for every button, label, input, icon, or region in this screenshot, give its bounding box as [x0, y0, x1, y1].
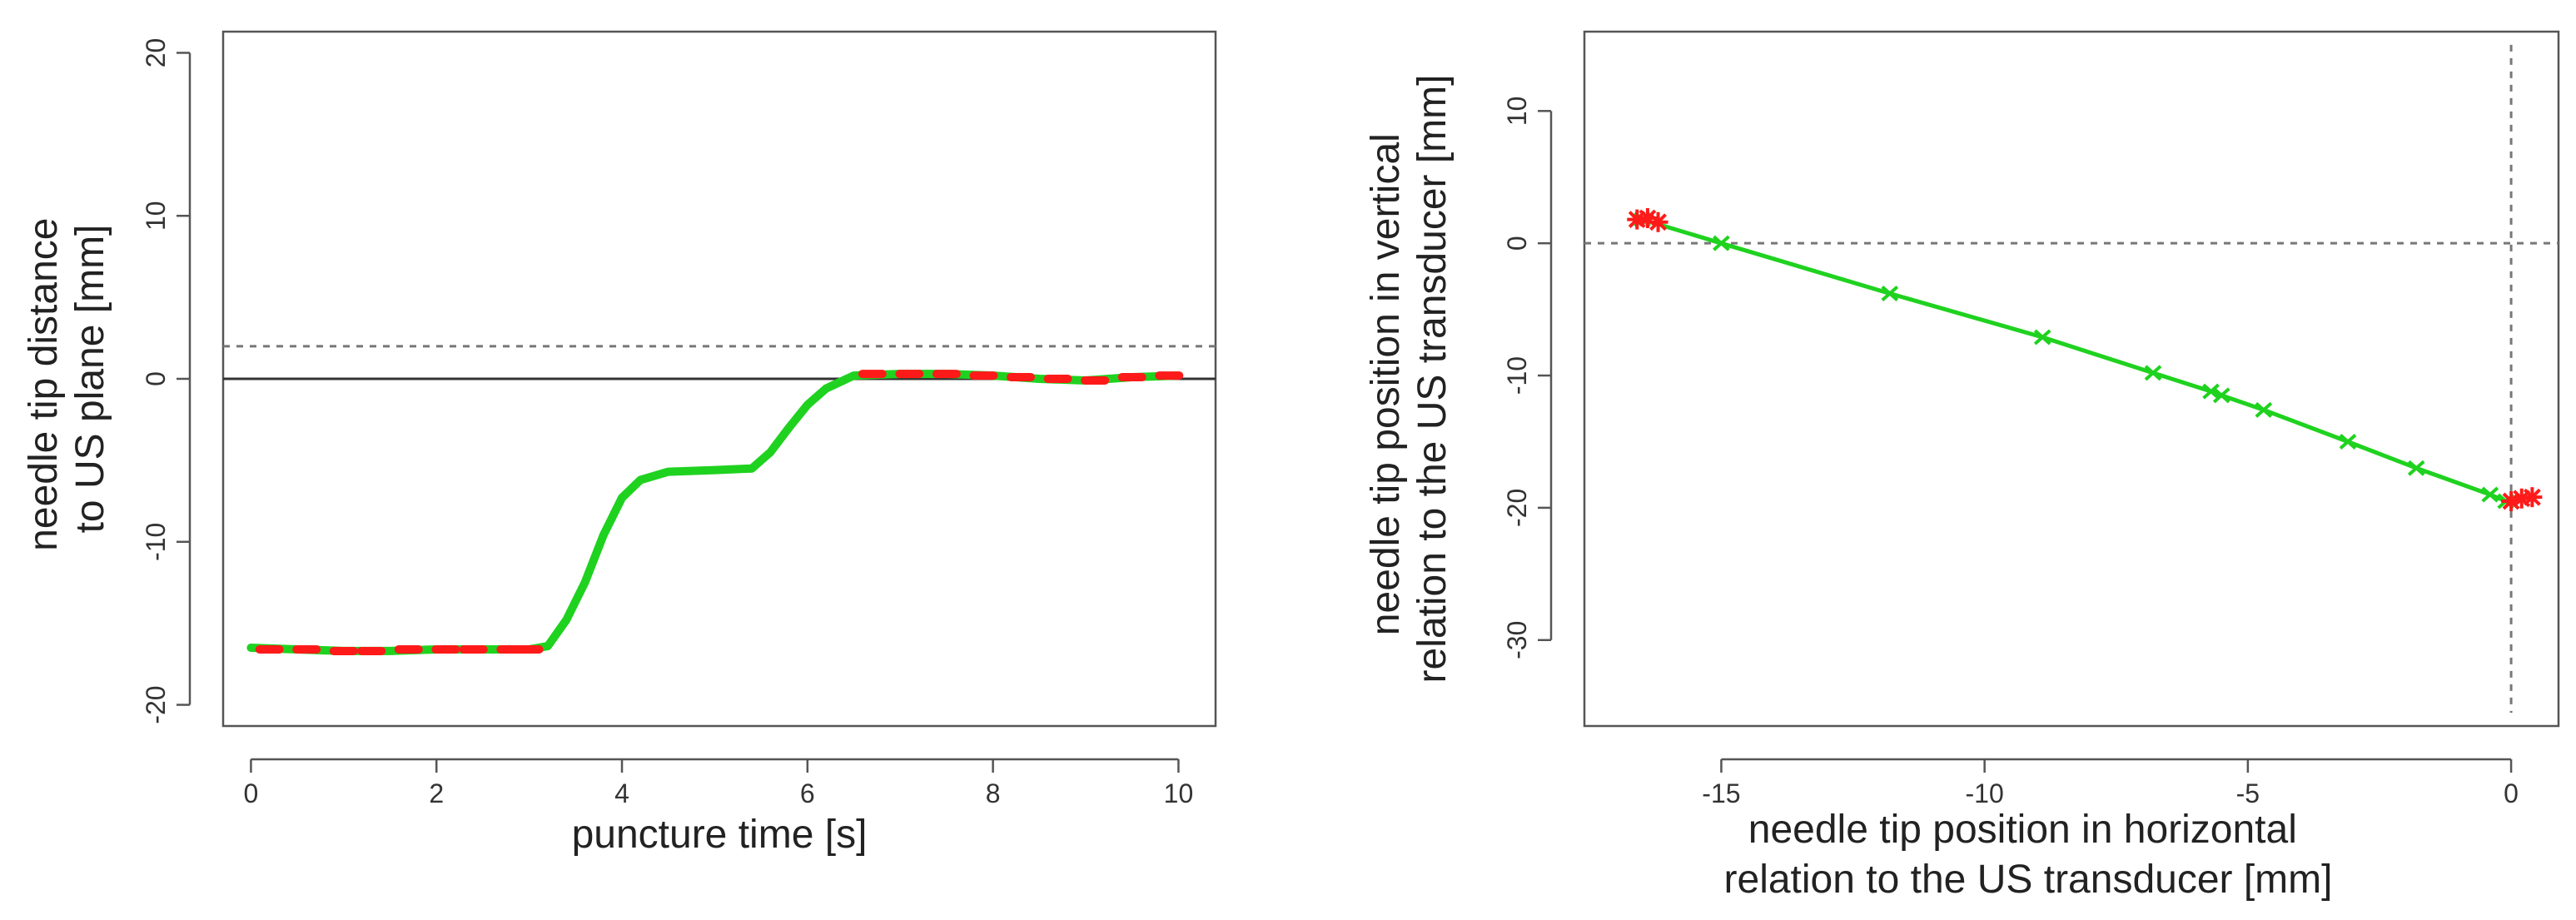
right-series-line-0 [1640, 217, 2509, 504]
right-red-marker-0-0 [1627, 209, 1648, 230]
right-plot-frame [1583, 30, 2560, 728]
left-chart: 0 2 4 6 8 10 -20 -10 0 10 20 puncture time [s] ne… [22, 30, 1217, 857]
left-y-tick-label-10: 10 [141, 201, 171, 231]
left-x-axis-title: puncture time [s] [572, 813, 868, 857]
right-red-marker-1-1 [2511, 488, 2532, 509]
left-x-tick-label-4: 4 [614, 778, 629, 808]
right-red-marker-0-2 [1648, 211, 1668, 232]
left-series-line-0 [246, 370, 1183, 655]
left-x-tick-label-8: 8 [986, 778, 1001, 808]
left-x-axis: 0 2 4 6 8 10 [244, 758, 1194, 808]
right-series-point-0-6 [2212, 387, 2230, 404]
left-y-tick-label--10: -10 [141, 523, 171, 561]
right-y-tick-label-10: 10 [1502, 97, 1532, 127]
right-series-point-0-10 [2481, 486, 2499, 503]
right-x-tick-label--15: -15 [1702, 778, 1740, 808]
right-series-point-0-5 [2202, 383, 2220, 400]
left-reference-lines [223, 345, 1216, 380]
right-series-point-0-8 [2339, 433, 2357, 450]
right-series-point-0-3 [2033, 329, 2051, 346]
right-y-axis-title-line-2: relation to the US transducer [mm] [1410, 75, 1455, 684]
right-x-axis-title: needle tip position in horizontal relati… [1724, 808, 2333, 902]
right-y-tick-label-0: 0 [1502, 236, 1532, 251]
right-y-axis-title: needle tip position in vertical relation… [1364, 75, 1455, 684]
right-red-marker-0-1 [1637, 207, 1658, 228]
right-series-point-0-1 [1713, 235, 1730, 251]
right-data-layer [1627, 207, 2543, 511]
right-y-tick-label--20: -20 [1502, 489, 1532, 527]
right-y-tick-label--30: -30 [1502, 621, 1532, 659]
left-data-layer [246, 370, 1184, 655]
right-red-marker-1-2 [2522, 487, 2543, 508]
left-y-axis: -20 -10 0 10 20 [141, 38, 191, 724]
right-y-axis: -30 -20 -10 0 10 [1502, 97, 1553, 659]
right-y-tick-label--10: -10 [1502, 356, 1532, 395]
right-x-tick-label--5: -5 [2236, 778, 2260, 808]
left-x-tick-label-0: 0 [244, 778, 259, 808]
right-reference-lines [1584, 44, 2559, 714]
left-y-tick-label-0: 0 [141, 371, 171, 386]
left-x-tick-label-6: 6 [800, 778, 815, 808]
right-x-axis: -15 -10 -5 0 [1702, 758, 2519, 808]
right-series-point-0-4 [2144, 365, 2162, 381]
left-y-axis-title: needle tip distance to US plane [mm] [22, 206, 112, 551]
right-chart: -15 -10 -5 0 -30 -20 -10 0 10 needle tip positi… [1364, 30, 2560, 902]
left-y-tick-label--20: -20 [141, 685, 171, 724]
left-x-tick-label-10: 10 [1164, 778, 1194, 808]
left-y-tick-label-20: 20 [141, 38, 171, 68]
right-x-axis-title-line-1: needle tip position in horizontal [1748, 808, 2297, 852]
left-y-axis-title-line-2: to US plane [mm] [68, 225, 112, 534]
left-x-tick-label-2: 2 [429, 778, 444, 808]
right-series-point-0-2 [1881, 286, 1899, 302]
right-x-tick-label-0: 0 [2504, 778, 2519, 808]
right-x-axis-title-line-2: relation to the US transducer [mm] [1724, 858, 2333, 902]
right-series-point-0-9 [2407, 460, 2425, 476]
right-x-tick-label--10: -10 [1966, 778, 2004, 808]
right-y-axis-title-line-1: needle tip position in vertical [1364, 133, 1408, 635]
right-series-point-0-7 [2255, 401, 2273, 418]
right-red-marker-1-0 [2501, 490, 2522, 511]
left-y-axis-title-line-1: needle tip distance [22, 218, 66, 551]
